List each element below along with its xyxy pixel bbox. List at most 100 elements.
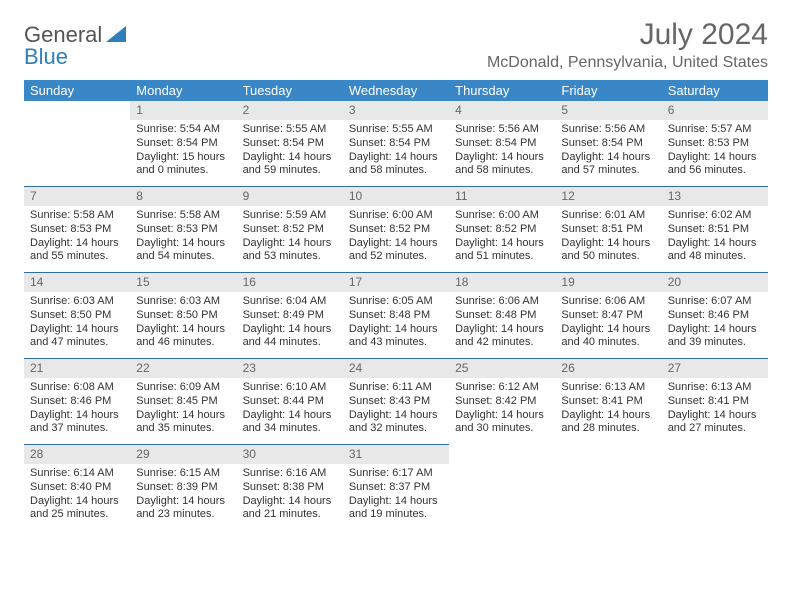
daylight-1: Daylight: 14 hours (30, 409, 119, 421)
daylight-1: Daylight: 14 hours (30, 495, 119, 507)
sunset: Sunset: 8:42 PM (455, 395, 536, 407)
calendar-cell: 25Sunrise: 6:12 AMSunset: 8:42 PMDayligh… (449, 358, 555, 444)
daylight-2: and 39 minutes. (668, 336, 746, 348)
sunset: Sunset: 8:49 PM (243, 309, 324, 321)
day-info: Sunrise: 6:08 AMSunset: 8:46 PMDaylight:… (24, 378, 130, 444)
daylight-1: Daylight: 14 hours (349, 409, 438, 421)
daylight-2: and 47 minutes. (30, 336, 108, 348)
day-number: 31 (343, 444, 449, 464)
calendar-cell: 18Sunrise: 6:06 AMSunset: 8:48 PMDayligh… (449, 272, 555, 358)
daylight-2: and 43 minutes. (349, 336, 427, 348)
daylight-2: and 44 minutes. (243, 336, 321, 348)
daylight-2: and 21 minutes. (243, 508, 321, 520)
daylight-1: Daylight: 14 hours (561, 237, 650, 249)
day-number: 30 (237, 444, 343, 464)
sunset: Sunset: 8:53 PM (136, 223, 217, 235)
daylight-2: and 23 minutes. (136, 508, 214, 520)
day-number: 28 (24, 444, 130, 464)
daylight-1: Daylight: 14 hours (668, 409, 757, 421)
day-header: Saturday (662, 80, 768, 101)
sunrise: Sunrise: 6:15 AM (136, 467, 220, 479)
day-number: 8 (130, 186, 236, 206)
day-info: Sunrise: 6:14 AM Sunset: 8:40 PM Daylight:… (24, 464, 130, 530)
daylight-2: and 19 minutes. (349, 508, 427, 520)
day-info: Sunrise: 5:54 AMSunset: 8:54 PMDaylight:… (130, 120, 236, 186)
calendar-cell: 1Sunrise: 5:54 AMSunset: 8:54 PMDaylight… (130, 101, 236, 186)
day-header: Sunday (24, 80, 130, 101)
day-number: 9 (237, 186, 343, 206)
title-block: July 2024 McDonald, Pennsylvania, United… (487, 18, 768, 72)
logo-triangle-icon (106, 22, 126, 48)
day-info: Sunrise: 6:03 AMSunset: 8:50 PMDaylight:… (24, 292, 130, 358)
daylight-2: and 40 minutes. (561, 336, 639, 348)
day-info: Sunrise: 5:58 AMSunset: 8:53 PMDaylight:… (130, 206, 236, 272)
daylight-2: and 0 minutes. (136, 164, 208, 176)
sunrise: Sunrise: 6:03 AM (30, 295, 114, 307)
daylight-1: Daylight: 14 hours (349, 495, 438, 507)
calendar-cell: 8Sunrise: 5:58 AMSunset: 8:53 PMDaylight… (130, 186, 236, 272)
daylight-1: Daylight: 14 hours (561, 409, 650, 421)
daylight-1: Daylight: 14 hours (243, 237, 332, 249)
day-number: 6 (662, 101, 768, 120)
day-info: Sunrise: 5:57 AMSunset: 8:53 PMDaylight:… (662, 120, 768, 186)
sunrise: Sunrise: 6:08 AM (30, 381, 114, 393)
sunset: Sunset: 8:41 PM (561, 395, 642, 407)
day-info: Sunrise: 6:12 AMSunset: 8:42 PMDaylight:… (449, 378, 555, 444)
calendar-cell: 23Sunrise: 6:10 AMSunset: 8:44 PMDayligh… (237, 358, 343, 444)
daylight-1: Daylight: 15 hours (136, 151, 225, 163)
calendar-table: SundayMondayTuesdayWednesdayThursdayFrid… (24, 80, 768, 530)
daylight-2: and 42 minutes. (455, 336, 533, 348)
daylight-1: Daylight: 14 hours (349, 323, 438, 335)
day-number: 3 (343, 101, 449, 120)
day-info: Sunrise: 6:05 AMSunset: 8:48 PMDaylight:… (343, 292, 449, 358)
calendar-cell: 20Sunrise: 6:07 AMSunset: 8:46 PMDayligh… (662, 272, 768, 358)
daylight-1: Daylight: 14 hours (455, 237, 544, 249)
calendar-cell: 7Sunrise: 5:58 AMSunset: 8:53 PMDaylight… (24, 186, 130, 272)
sunrise: Sunrise: 6:09 AM (136, 381, 220, 393)
calendar-cell: 17Sunrise: 6:05 AMSunset: 8:48 PMDayligh… (343, 272, 449, 358)
sunset: Sunset: 8:47 PM (561, 309, 642, 321)
sunrise: Sunrise: 6:00 AM (455, 209, 539, 221)
day-header: Friday (555, 80, 661, 101)
calendar-header: SundayMondayTuesdayWednesdayThursdayFrid… (24, 80, 768, 101)
daylight-1: Daylight: 14 hours (243, 151, 332, 163)
day-info: Sunrise: 6:07 AMSunset: 8:46 PMDaylight:… (662, 292, 768, 358)
calendar-cell: 14Sunrise: 6:03 AMSunset: 8:50 PMDayligh… (24, 272, 130, 358)
day-number: 26 (555, 358, 661, 378)
sunset: Sunset: 8:50 PM (30, 309, 111, 321)
calendar-cell: 24Sunrise: 6:11 AMSunset: 8:43 PMDayligh… (343, 358, 449, 444)
daylight-1: Daylight: 14 hours (455, 409, 544, 421)
header: General July 2024 McDonald, Pennsylvania… (24, 18, 768, 72)
month-title: July 2024 (487, 18, 768, 52)
day-header: Tuesday (237, 80, 343, 101)
day-info: Sunrise: 5:55 AMSunset: 8:54 PMDaylight:… (343, 120, 449, 186)
calendar-row: 28 Sunrise: 6:14 AM Sunset: 8:40 PM Dayligh… (24, 444, 768, 530)
calendar-cell: 6Sunrise: 5:57 AMSunset: 8:53 PMDaylight… (662, 101, 768, 186)
day-number: 17 (343, 272, 449, 292)
calendar-cell: ..... (449, 444, 555, 530)
day-info: Sunrise: 5:55 AMSunset: 8:54 PMDaylight:… (237, 120, 343, 186)
day-info: Sunrise: 6:16 AMSunset: 8:38 PMDaylight:… (237, 464, 343, 530)
day-number: 16 (237, 272, 343, 292)
daylight-2: and 25 minutes. (30, 508, 108, 520)
sunrise: Sunrise: 6:14 AM (30, 467, 114, 479)
day-number: 12 (555, 186, 661, 206)
sunrise: Sunrise: 6:13 AM (668, 381, 752, 393)
sunset: Sunset: 8:46 PM (668, 309, 749, 321)
sunset: Sunset: 8:44 PM (243, 395, 324, 407)
calendar-cell: 13Sunrise: 6:02 AMSunset: 8:51 PMDayligh… (662, 186, 768, 272)
sunrise: Sunrise: 6:07 AM (668, 295, 752, 307)
day-info: Sunrise: 5:59 AMSunset: 8:52 PMDaylight:… (237, 206, 343, 272)
calendar-cell: 9Sunrise: 5:59 AMSunset: 8:52 PMDaylight… (237, 186, 343, 272)
sunset: Sunset: 8:53 PM (668, 137, 749, 149)
daylight-1: Daylight: 14 hours (136, 323, 225, 335)
daylight-2: and 56 minutes. (668, 164, 746, 176)
sunset: Sunset: 8:40 PM (30, 481, 111, 493)
calendar-row: 21Sunrise: 6:08 AMSunset: 8:46 PMDayligh… (24, 358, 768, 444)
sunrise: Sunrise: 5:58 AM (136, 209, 220, 221)
calendar-cell: 4Sunrise: 5:56 AMSunset: 8:54 PMDaylight… (449, 101, 555, 186)
daylight-1: Daylight: 14 hours (243, 323, 332, 335)
daylight-1: Daylight: 14 hours (561, 151, 650, 163)
sunset: Sunset: 8:48 PM (455, 309, 536, 321)
day-number: 23 (237, 358, 343, 378)
